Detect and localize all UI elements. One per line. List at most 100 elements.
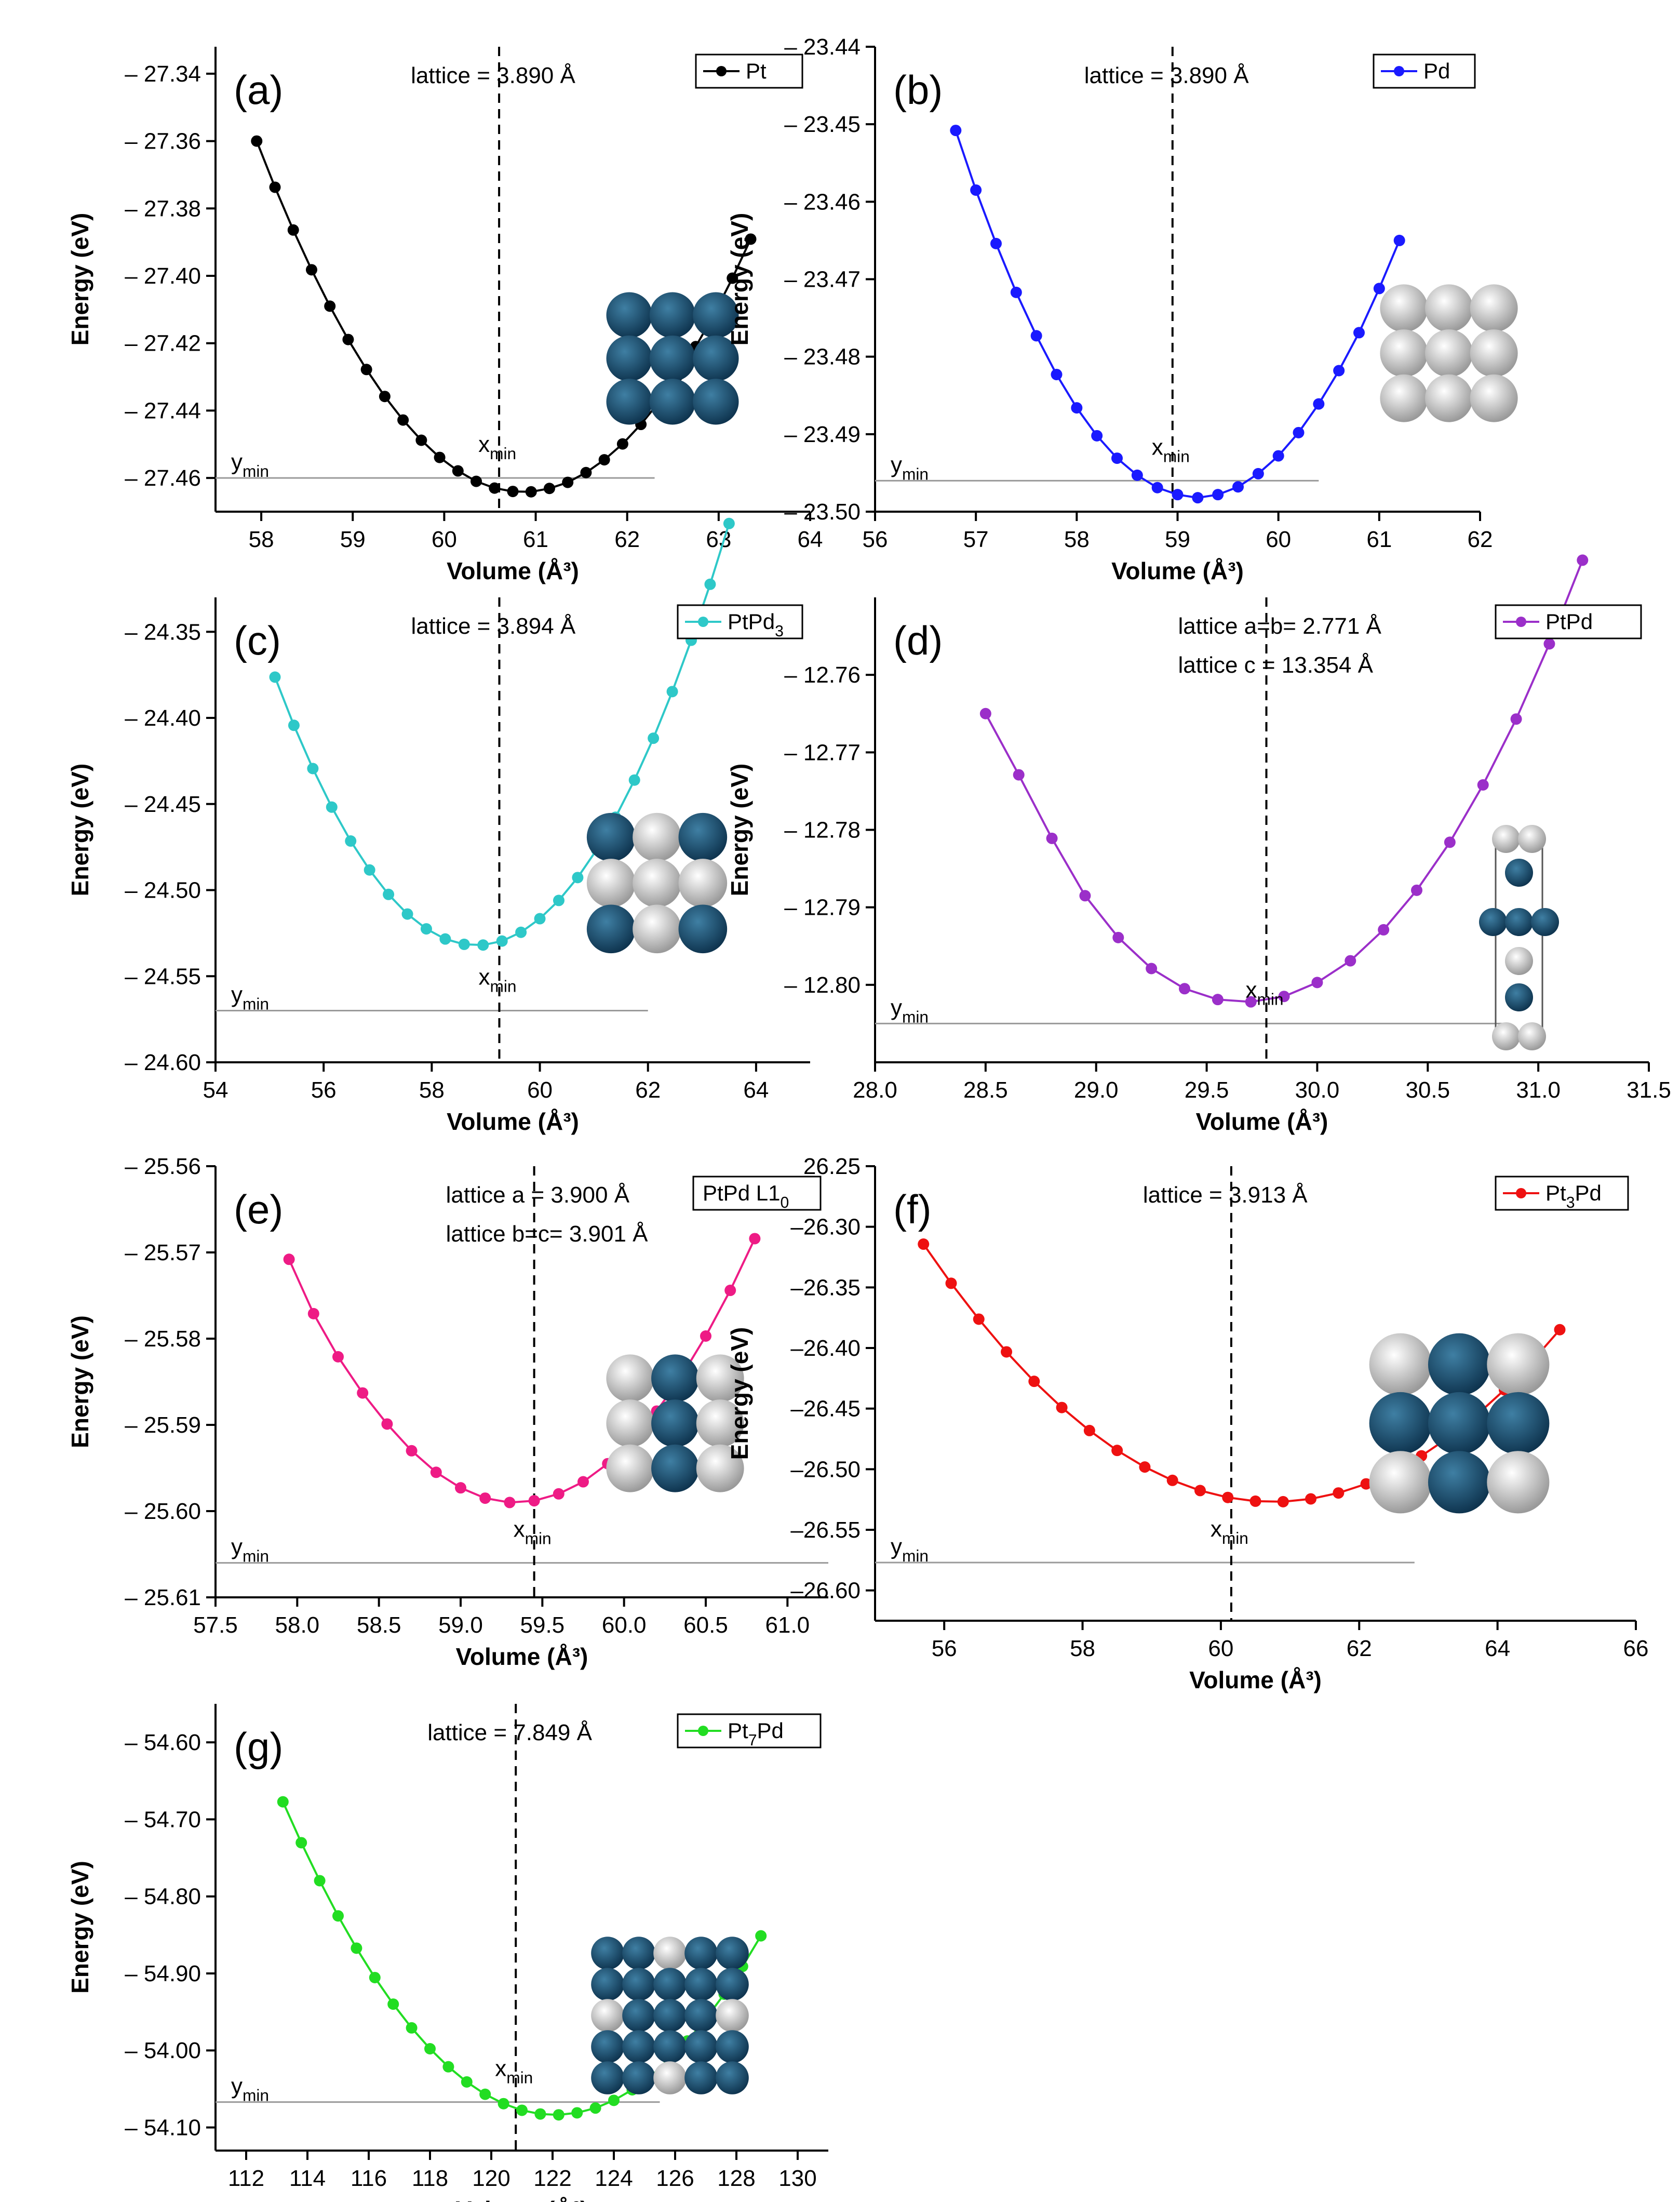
ymin-label-base: y: [231, 2074, 243, 2099]
data-point: [364, 864, 375, 876]
legend-label-base: Pt: [1545, 1181, 1566, 1205]
data-point: [580, 466, 592, 478]
x-tick-label: 130: [778, 2166, 816, 2191]
x-tick-label: 64: [743, 1077, 769, 1103]
xmin-label-base: x: [1152, 434, 1163, 460]
crystal-structure: [606, 1354, 744, 1492]
panel-g: 112 114 116 118 120 122 124 126 128 130 – 54.60 – 5…: [66, 1704, 828, 2202]
pt-atom: [591, 1937, 624, 1970]
data-point: [589, 2102, 601, 2114]
y-tick-label: –26.30: [790, 1215, 861, 1240]
pd-atom: [606, 1354, 654, 1403]
data-point: [525, 486, 537, 498]
data-point: [1030, 330, 1042, 342]
data-point: [295, 1837, 307, 1849]
data-point: [745, 233, 757, 245]
data-point: [288, 719, 300, 731]
x-tick-label: 60.5: [683, 1612, 728, 1638]
ymin-label-sub: min: [902, 1007, 929, 1026]
x-tick-label: 59.5: [520, 1612, 565, 1638]
x-tick-label: 64: [798, 527, 823, 552]
y-tick-label: – 12.80: [784, 972, 861, 998]
panel-e: 57.5 58.0 58.5 59.0 59.5 60.0 60.5 61.0 – 25.56 –…: [66, 1154, 828, 1670]
data-point: [1112, 931, 1124, 943]
x-tick-label: 56: [311, 1077, 337, 1103]
legend-label: PtPd: [1545, 609, 1593, 634]
legend: PtPd3: [677, 604, 803, 640]
legend-marker: [698, 617, 708, 627]
y-tick-label: – 24.45: [125, 792, 201, 817]
pd-atom: [1505, 947, 1533, 975]
pd-atom: [1492, 1022, 1520, 1050]
y-axis-title: Energy (eV): [66, 1315, 93, 1448]
xmin-label-sub: min: [1257, 990, 1284, 1008]
x-tick-label: 30.5: [1405, 1077, 1450, 1103]
data-point: [1360, 1478, 1372, 1490]
data-point: [1192, 492, 1204, 504]
data-point: [1252, 468, 1264, 479]
x-tick-label: 62: [1468, 527, 1493, 552]
crystal-structure: [606, 292, 739, 425]
y-tick-label: – 23.44: [784, 34, 861, 60]
data-point: [700, 1330, 711, 1342]
x-tick-label: 28.5: [963, 1077, 1008, 1103]
y-axis-title: Energy (eV): [66, 1861, 93, 1994]
data-point: [1232, 481, 1244, 493]
data-point: [723, 517, 735, 529]
x-tick-label: 114: [289, 2166, 326, 2191]
data-point: [918, 1238, 930, 1250]
data-point: [434, 451, 446, 463]
legend-marker: [1516, 1188, 1526, 1198]
x-tick-label: 62: [1347, 1636, 1372, 1661]
data-point: [572, 872, 584, 884]
x-tick-label: 56: [863, 527, 888, 552]
data-point: [332, 1910, 344, 1922]
data-point: [1543, 638, 1555, 650]
y-axis-title: Energy (eV): [66, 764, 93, 897]
data-point: [1293, 426, 1305, 438]
xmin-label-base: x: [1211, 1516, 1222, 1542]
x-axis-title: Volume (Å³): [456, 1643, 588, 1670]
x-tick-label: 59.0: [438, 1612, 483, 1638]
x-tick-label: 57.5: [193, 1612, 238, 1638]
y-tick-label: – 12.79: [784, 895, 861, 920]
ymin-label: ymin: [231, 449, 269, 481]
pt-atom: [653, 2030, 687, 2063]
y-tick-label: – 25.58: [125, 1326, 201, 1352]
pt-atom: [684, 2030, 718, 2063]
pt-atom: [693, 335, 739, 382]
data-point: [1245, 996, 1257, 1008]
x-tick-label: 58.0: [275, 1612, 320, 1638]
legend-label-base: Pt: [746, 59, 767, 83]
data-point: [381, 1418, 393, 1430]
pt-atom: [586, 812, 636, 862]
data-point: [251, 135, 263, 147]
data-point: [1139, 1461, 1151, 1473]
data-point: [755, 1930, 767, 1942]
pd-atom: [696, 1354, 744, 1403]
legend-label-sub: 3: [775, 623, 784, 640]
pt-atom: [678, 904, 728, 954]
data-point: [1146, 963, 1158, 975]
legend-label: PtPd L10: [703, 1181, 789, 1211]
pt-atom: [1487, 1392, 1550, 1455]
legend-label: Pt3Pd: [1545, 1181, 1602, 1211]
pd-atom: [696, 1444, 744, 1492]
x-tick-label: 128: [717, 2166, 755, 2191]
pd-atom: [716, 1999, 749, 2032]
panel-b: 56 57 58 59 60 61 62 – 23.44 – 23.45 – 23.46 – 23.…: [726, 34, 1518, 584]
pt-atom: [651, 1354, 699, 1403]
x-tick-label: 54: [203, 1077, 229, 1103]
legend-label: Pt7Pd: [728, 1718, 784, 1749]
y-tick-label: – 25.59: [125, 1412, 201, 1438]
pd-atom: [633, 904, 681, 954]
x-tick-label: 60: [432, 527, 457, 552]
ymin-label: ymin: [891, 452, 929, 483]
x-tick-label: 58: [249, 527, 274, 552]
data-point: [727, 272, 738, 284]
x-tick-label: 62: [614, 527, 640, 552]
pt-atom: [653, 1968, 687, 2001]
x-tick-label: 31.0: [1516, 1077, 1561, 1103]
pt-atom: [651, 1399, 699, 1447]
crystal-structure: [1479, 825, 1559, 1050]
